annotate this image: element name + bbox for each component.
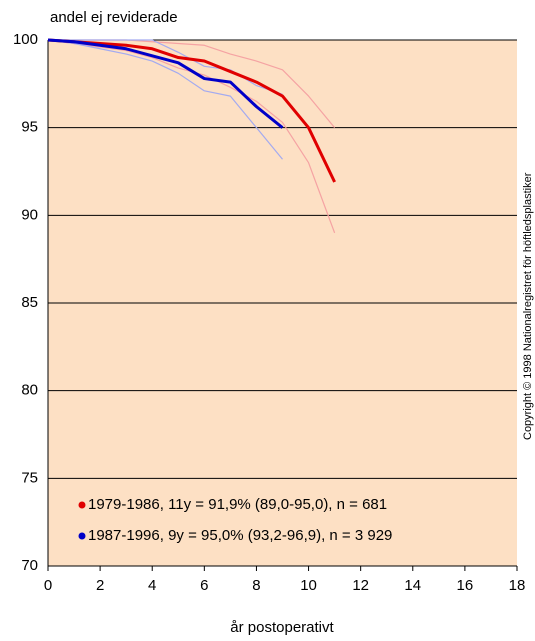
legend-marker <box>78 532 86 540</box>
legend-label: 1987-1996, 9y = 95,0% (93,2-96,9), n = 3… <box>88 527 392 544</box>
y-tick-label: 80 <box>21 382 38 399</box>
x-tick-label: 0 <box>44 577 52 594</box>
y-axis-label: andel ej reviderade <box>50 9 178 26</box>
y-tick-label: 75 <box>21 469 38 486</box>
legend-label: 1979-1986, 11y = 91,9% (89,0-95,0), n = … <box>88 496 387 513</box>
y-tick-label: 70 <box>21 557 38 574</box>
x-tick-label: 4 <box>148 577 156 594</box>
ci-lower <box>47 39 283 160</box>
x-tick-label: 2 <box>96 577 104 594</box>
y-tick-label: 85 <box>21 294 38 311</box>
legend-marker <box>78 501 86 509</box>
y-tick-label: 100 <box>13 31 38 48</box>
x-tick-label: 12 <box>352 577 369 594</box>
series-line <box>47 38 284 129</box>
y-tick-label: 95 <box>21 119 38 136</box>
x-tick-label: 14 <box>404 577 421 594</box>
x-tick-label: 6 <box>200 577 208 594</box>
x-tick-label: 18 <box>509 577 526 594</box>
x-tick-label: 8 <box>252 577 260 594</box>
copyright: Copyright © 1998 Nationalregistret för h… <box>522 172 534 440</box>
x-tick-label: 10 <box>300 577 317 594</box>
x-axis-label: år postoperativt <box>230 619 334 636</box>
y-tick-label: 90 <box>21 206 38 223</box>
x-tick-label: 16 <box>457 577 474 594</box>
